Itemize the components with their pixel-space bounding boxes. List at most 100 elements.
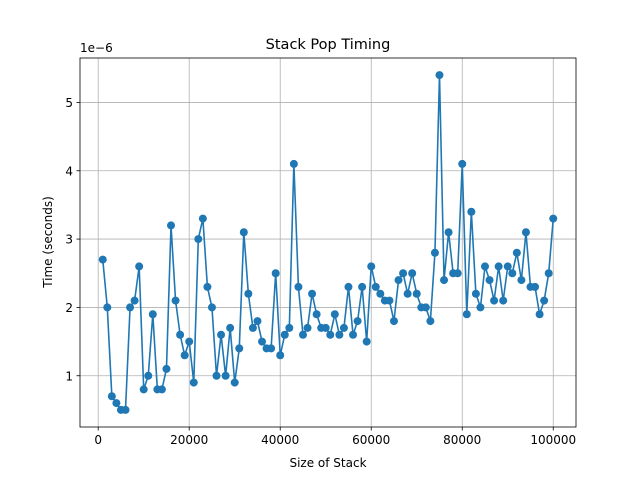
data-point: [230, 378, 239, 387]
data-point: [458, 159, 467, 168]
data-point: [535, 310, 544, 319]
x-tick-label: 80000: [443, 433, 481, 447]
x-tick-label: 20000: [170, 433, 208, 447]
data-point: [494, 262, 503, 271]
grid: [80, 58, 576, 427]
data-point: [344, 282, 353, 291]
data-point: [298, 330, 307, 339]
data-point: [180, 351, 189, 360]
data-point: [121, 405, 130, 414]
data-point: [389, 317, 398, 326]
data-point: [403, 289, 412, 298]
data-point: [194, 235, 203, 244]
data-point: [471, 289, 480, 298]
data-point: [185, 337, 194, 346]
data-point: [444, 228, 453, 237]
data-point: [267, 344, 276, 353]
data-point: [376, 289, 385, 298]
data-point: [430, 248, 439, 257]
x-axis-title: Size of Stack: [289, 456, 366, 470]
data-point: [467, 207, 476, 216]
data-point: [239, 228, 248, 237]
data-point: [126, 303, 135, 312]
data-point: [517, 276, 526, 285]
data-point: [280, 330, 289, 339]
y-scale-label: 1e−6: [80, 41, 113, 55]
data-point: [426, 317, 435, 326]
data-point: [171, 296, 180, 305]
data-point: [226, 323, 235, 332]
data-point: [462, 310, 471, 319]
data-point: [144, 371, 153, 380]
data-point: [358, 282, 367, 291]
data-point: [294, 282, 303, 291]
data-point: [385, 296, 394, 305]
data-point: [203, 282, 212, 291]
x-tick-label: 40000: [261, 433, 299, 447]
data-point: [480, 262, 489, 271]
data-point: [198, 214, 207, 223]
data-point: [499, 296, 508, 305]
data-point: [353, 317, 362, 326]
data-point: [148, 310, 157, 319]
x-tick-label: 100000: [530, 433, 576, 447]
data-point: [326, 330, 335, 339]
y-axis: 1 2 3 4 5: [65, 96, 80, 383]
data-point: [540, 296, 549, 305]
data-point: [399, 269, 408, 278]
data-point: [362, 337, 371, 346]
data-point: [103, 303, 112, 312]
y-tick-label: 3: [65, 233, 73, 247]
data-point: [98, 255, 107, 264]
data-point: [167, 221, 176, 230]
x-tick-label: 0: [94, 433, 102, 447]
data-point: [544, 269, 553, 278]
data-point: [490, 296, 499, 305]
data-point: [258, 337, 267, 346]
data-point: [440, 276, 449, 285]
data-point: [162, 364, 171, 373]
data-point: [412, 289, 421, 298]
data-point: [476, 303, 485, 312]
series-line: [101, 74, 555, 411]
data-point: [244, 289, 253, 298]
data-point: [139, 385, 148, 394]
y-tick-label: 2: [65, 301, 73, 315]
data-point: [371, 282, 380, 291]
data-point: [303, 323, 312, 332]
data-point: [312, 310, 321, 319]
data-point: [339, 323, 348, 332]
data-point: [330, 310, 339, 319]
data-point: [349, 330, 358, 339]
series: [98, 71, 558, 414]
y-tick-label: 4: [65, 164, 73, 178]
data-point: [276, 351, 285, 360]
data-point: [367, 262, 376, 271]
data-point: [130, 296, 139, 305]
data-point: [248, 323, 257, 332]
data-point: [308, 289, 317, 298]
data-point: [212, 371, 221, 380]
y-axis-title: Time (seconds): [41, 196, 55, 289]
data-point: [112, 399, 121, 408]
y-tick-label: 5: [65, 96, 73, 110]
data-point: [512, 248, 521, 257]
data-point: [503, 262, 512, 271]
plot-frame: [79, 57, 577, 428]
data-point: [217, 330, 226, 339]
data-point: [485, 276, 494, 285]
data-point: [435, 71, 444, 80]
data-point: [285, 323, 294, 332]
data-point: [508, 269, 517, 278]
data-point: [107, 392, 116, 401]
x-tick-label: 60000: [352, 433, 390, 447]
data-point: [421, 303, 430, 312]
data-point: [271, 269, 280, 278]
data-point: [408, 269, 417, 278]
data-point: [235, 344, 244, 353]
x-axis: 0 20000 40000 60000 80000 100000: [94, 427, 576, 447]
chart-title: Stack Pop Timing: [266, 37, 391, 53]
data-point: [176, 330, 185, 339]
